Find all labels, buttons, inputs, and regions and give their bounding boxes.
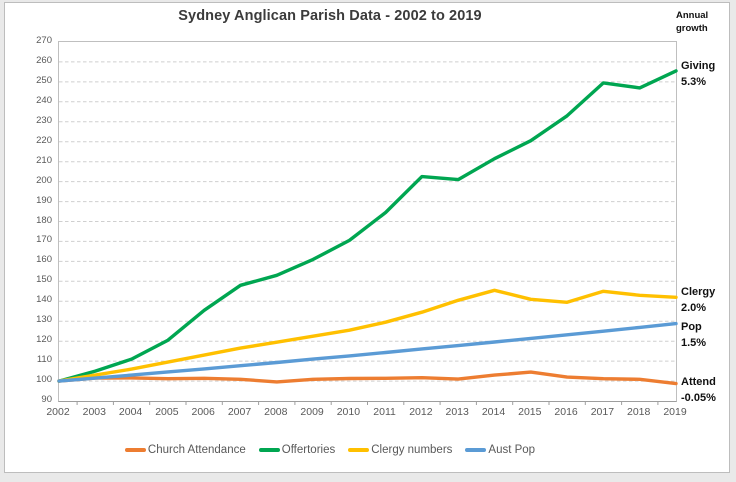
y-axis-label: 180 <box>36 214 52 226</box>
x-axis-label: 2006 <box>191 406 215 418</box>
annotation-clergy: Clergy 2.0% <box>681 284 735 316</box>
annual-growth-label: Annual growth <box>676 9 726 35</box>
x-axis-label: 2007 <box>227 406 252 418</box>
legend-swatch-icon <box>348 448 370 452</box>
y-axis-label: 210 <box>36 154 52 166</box>
annotation-giving: Giving 5.3% <box>681 58 735 90</box>
y-axis-label: 170 <box>36 234 52 246</box>
chart-card <box>4 2 730 473</box>
annotation-series-label: Giving <box>681 59 716 72</box>
y-axis-label: 160 <box>36 254 52 266</box>
annotation-growth-pct: 2.0% <box>681 302 707 315</box>
x-axis-label: 2002 <box>46 406 70 418</box>
annotation-growth-pct: 1.5% <box>681 336 707 349</box>
series-line-offertories <box>57 69 678 383</box>
y-axis-label: 190 <box>36 194 52 206</box>
x-axis-label: 2003 <box>82 406 106 418</box>
x-axis-label: 2010 <box>336 406 361 418</box>
x-axis-label: 2011 <box>373 406 396 418</box>
legend-label: Offertories <box>281 444 336 456</box>
annotation-growth-pct: 5.3% <box>681 75 707 88</box>
legend-swatch-icon <box>258 448 280 452</box>
legend-item-aust-pop: Aust Pop <box>465 444 535 456</box>
annotation-attend: Attend -0.05% <box>681 374 735 406</box>
plot-area <box>57 41 678 405</box>
y-axis-label: 140 <box>36 294 52 306</box>
legend-swatch-icon <box>465 448 487 452</box>
y-axis-label: 240 <box>36 94 52 106</box>
y-axis-label: 200 <box>36 174 52 186</box>
y-axis-label: 250 <box>36 74 52 86</box>
chart-canvas <box>57 61 678 405</box>
y-axis-label: 100 <box>36 374 52 386</box>
x-axis-label: 2009 <box>300 406 324 418</box>
annotation-series-label: Clergy <box>681 286 716 299</box>
legend-label: Aust Pop <box>488 444 536 456</box>
legend: Church Attendance Offertories Clergy numbe… <box>0 444 660 456</box>
y-axis-label: 270 <box>36 35 52 46</box>
legend-label: Church Attendance <box>147 444 246 456</box>
x-axis-label: 2008 <box>264 406 288 418</box>
annual-growth-line2: growth <box>676 23 708 34</box>
annual-growth-line1: Annual <box>676 10 709 21</box>
legend-item-clergy-numbers: Clergy numbers <box>348 444 452 456</box>
y-axis-label: 130 <box>36 314 52 326</box>
y-axis-label: 110 <box>36 354 52 366</box>
legend-item-offertories: Offertories <box>258 444 336 456</box>
y-axis-label: 230 <box>36 114 52 126</box>
legend-label: Clergy numbers <box>371 444 453 456</box>
y-axis-label: 260 <box>36 54 52 66</box>
series-line-aust-pop <box>57 321 678 383</box>
x-axis-label: 2012 <box>409 406 433 418</box>
series-line-clergy-numbers <box>57 288 678 383</box>
x-axis-label: 2018 <box>627 406 651 418</box>
x-axis-label: 2016 <box>554 406 578 418</box>
annotation-series-label: Pop <box>681 320 702 333</box>
legend-item-church-attendance: Church Attendance <box>124 444 246 456</box>
x-axis-label: 2004 <box>118 406 143 418</box>
series-line-church-attendance <box>57 370 678 386</box>
x-axis-label: 2013 <box>445 406 469 418</box>
y-axis-label: 90 <box>41 394 52 405</box>
x-axis-label: 2019 <box>663 406 687 418</box>
y-axis-label: 220 <box>36 134 52 146</box>
x-axis-label: 2015 <box>518 406 542 418</box>
x-axis-label: 2014 <box>481 406 506 418</box>
x-axis-label: 2017 <box>590 406 615 418</box>
legend-swatch-icon <box>124 448 146 452</box>
y-axis-label: 150 <box>36 274 52 286</box>
annotation-series-label: Attend <box>681 375 716 388</box>
y-axis-label: 120 <box>36 334 52 346</box>
chart-title: Sydney Anglican Parish Data - 2002 to 20… <box>178 8 482 24</box>
x-axis-label: 2005 <box>155 406 179 418</box>
annotation-pop: Pop 1.5% <box>681 319 735 351</box>
annotation-growth-pct: -0.05% <box>681 391 716 404</box>
